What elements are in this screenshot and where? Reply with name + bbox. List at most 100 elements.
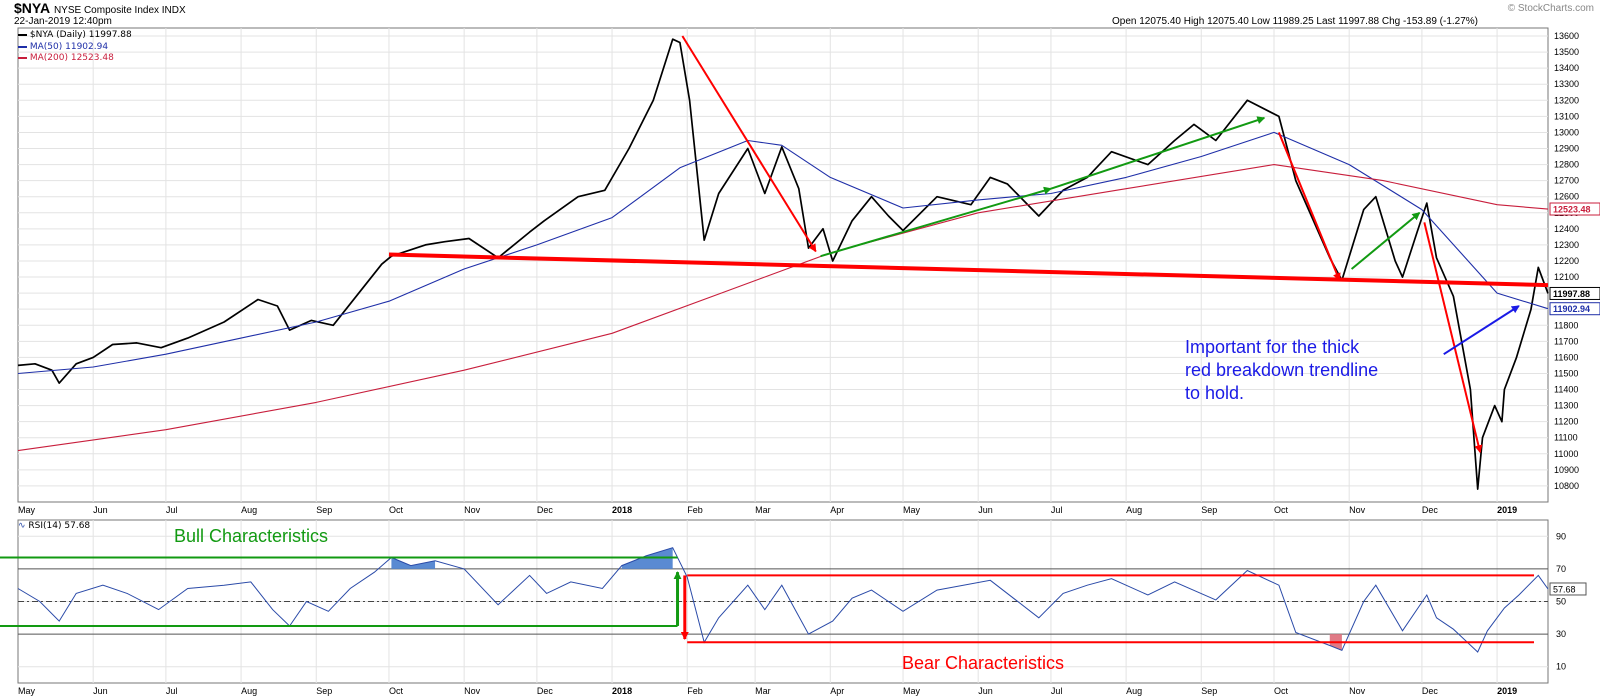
annotation-trendline-note: Important for the thick red breakdown tr…	[1185, 336, 1378, 405]
rsi-value-label-box	[1549, 582, 1587, 596]
legend-price: $NYA (Daily) 11997.88	[18, 30, 132, 40]
rsi-y-tick-label: 90	[1556, 531, 1566, 541]
red-trend-arrow	[681, 35, 817, 253]
legend-ma200-label: MA(200) 12523.48	[29, 53, 114, 63]
value-label-box	[1549, 302, 1600, 316]
y-tick-label: 12700	[1554, 176, 1579, 186]
ma50-series-line	[17, 131, 1549, 375]
rsi-x-tick-label: 2018	[612, 686, 632, 696]
rsi-x-tick-label: Sep	[316, 686, 332, 696]
annotation-line: Important for the thick	[1185, 337, 1360, 357]
rsi-x-tick-label: May	[18, 686, 36, 696]
rsi-x-tick-label: Jun	[978, 686, 993, 696]
y-tick-label: 12100	[1554, 272, 1579, 282]
y-tick-label: 13200	[1554, 95, 1579, 105]
y-tick-label: 12400	[1554, 224, 1579, 234]
y-tick-label: 12600	[1554, 192, 1579, 202]
x-tick-label: Aug	[241, 505, 257, 515]
rsi-y-tick-label: 10	[1556, 662, 1566, 672]
green-trend-arrow	[820, 186, 1052, 258]
breakdown-trendline	[388, 252, 1549, 288]
x-tick-label: Sep	[316, 505, 332, 515]
x-tick-label: Jun	[978, 505, 993, 515]
rsi-x-tick-label: Oct	[1274, 686, 1289, 696]
legend-rsi-label: RSI(14) 57.68	[28, 521, 91, 531]
rsi-overbought-fill	[391, 557, 436, 569]
legend-rsi: ∿ RSI(14) 57.68	[18, 521, 90, 531]
rsi-x-tick-label: Oct	[389, 686, 404, 696]
y-tick-label: 10900	[1554, 465, 1579, 475]
value-label-box	[1549, 202, 1600, 216]
y-tick-label: 12900	[1554, 144, 1579, 154]
annotation-bull: Bull Characteristics	[174, 526, 329, 546]
rsi-x-tick-label: May	[903, 686, 921, 696]
y-tick-label: 11000	[1554, 449, 1578, 459]
x-tick-label: Nov	[1349, 505, 1366, 515]
timestamp: 22-Jan-2019 12:40pm	[14, 16, 112, 27]
x-tick-label: Oct	[389, 505, 404, 515]
index-name: NYSE Composite Index INDX	[53, 5, 186, 16]
rsi-x-tick-label: Jul	[1051, 686, 1063, 696]
y-tick-label: 13300	[1554, 79, 1579, 89]
legend-swatch	[18, 56, 27, 59]
y-tick-label: 11400	[1554, 385, 1578, 395]
x-tick-label: May	[903, 505, 921, 515]
x-tick-label: Dec	[537, 505, 554, 515]
y-tick-label: 13500	[1554, 47, 1579, 57]
symbol-label: $NYA	[14, 0, 51, 16]
x-tick-label: Feb	[687, 505, 703, 515]
x-tick-label: 2019	[1497, 505, 1517, 515]
y-tick-label: 11700	[1554, 336, 1578, 346]
y-tick-label: 12200	[1554, 256, 1579, 266]
rsi-x-tick-label: Sep	[1201, 686, 1217, 696]
y-tick-label: 11300	[1554, 401, 1578, 411]
quote-line: Open 12075.40 High 12075.40 Low 11989.25…	[1112, 16, 1479, 27]
rsi-legend-icon: ∿	[18, 521, 26, 531]
green-trend-arrow	[1050, 116, 1266, 190]
annotation-line: to hold.	[1185, 383, 1245, 403]
y-tick-label: 11500	[1554, 368, 1578, 378]
rsi-x-tick-label: Jun	[93, 686, 108, 696]
rsi-x-tick-label: Dec	[537, 686, 554, 696]
blue-annotation-arrow	[1443, 305, 1520, 356]
rsi-x-tick-label: Jul	[166, 686, 178, 696]
y-tick-label: 13000	[1554, 127, 1579, 137]
legend-price-label: $NYA (Daily) 11997.88	[29, 30, 132, 40]
legend-swatch	[18, 45, 27, 48]
rsi-x-tick-label: Apr	[830, 686, 844, 696]
x-tick-label: Sep	[1201, 505, 1217, 515]
x-tick-label: Dec	[1422, 505, 1439, 515]
chart-title: $NYA NYSE Composite Index INDX	[14, 0, 186, 16]
rsi-x-tick-label: Mar	[755, 686, 771, 696]
rsi-x-tick-label: 2019	[1497, 686, 1517, 696]
rsi-value-label-text: 57.68	[1553, 584, 1576, 594]
rsi-x-tick-label: Feb	[687, 686, 703, 696]
x-tick-label: May	[18, 505, 36, 515]
x-tick-label: Jul	[166, 505, 178, 515]
legend-ma50: MA(50) 11902.94	[18, 42, 108, 52]
legend-swatch	[18, 33, 27, 36]
y-tick-label: 10800	[1554, 481, 1579, 491]
rsi-x-tick-label: Dec	[1422, 686, 1439, 696]
legend-ma200: MA(200) 12523.48	[18, 53, 114, 63]
x-tick-label: Oct	[1274, 505, 1289, 515]
y-tick-label: 11600	[1554, 352, 1578, 362]
rsi-x-tick-label: Nov	[1349, 686, 1366, 696]
rsi-x-tick-label: Aug	[1126, 686, 1142, 696]
price-series-line	[17, 38, 1549, 490]
annotation-line: red breakdown trendline	[1185, 360, 1379, 380]
rsi-x-tick-label: Aug	[241, 686, 257, 696]
y-tick-label: 13400	[1554, 63, 1579, 73]
y-tick-label: 12800	[1554, 160, 1579, 170]
value-label-text: 11997.88	[1553, 289, 1590, 299]
red-trend-arrow	[1423, 222, 1483, 454]
x-tick-label: Aug	[1126, 505, 1142, 515]
rsi-y-tick-label: 30	[1556, 629, 1566, 639]
y-tick-label: 12300	[1554, 240, 1579, 250]
rsi-y-tick-label: 50	[1556, 597, 1566, 607]
y-tick-label: 11100	[1554, 433, 1578, 443]
rsi-y-tick-label: 70	[1556, 564, 1566, 574]
green-trend-arrow	[1350, 212, 1421, 270]
